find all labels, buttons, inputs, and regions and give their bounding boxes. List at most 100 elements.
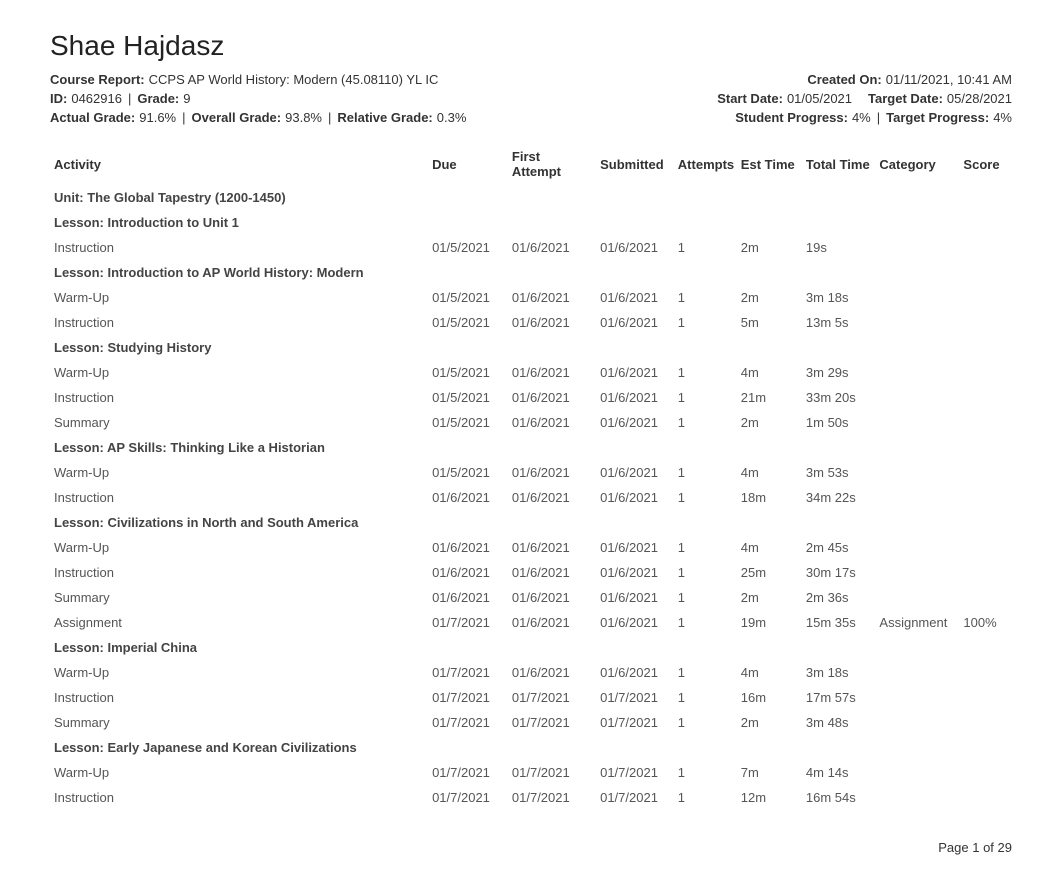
table-row: Lesson: AP Skills: Thinking Like a Histo… — [50, 435, 1012, 460]
due-cell: 01/5/2021 — [428, 385, 508, 410]
table-row: Instruction01/5/202101/6/202101/6/202112… — [50, 235, 1012, 260]
target-date-value: 05/28/2021 — [947, 91, 1012, 106]
total-time-cell: 3m 53s — [802, 460, 876, 485]
score-cell — [959, 585, 1012, 610]
category-cell — [875, 235, 959, 260]
table-row: Warm-Up01/5/202101/6/202101/6/202114m3m … — [50, 360, 1012, 385]
first-attempt-cell: 01/6/2021 — [508, 360, 596, 385]
category-cell: Assignment — [875, 610, 959, 635]
submitted-cell: 01/7/2021 — [596, 760, 674, 785]
col-submitted: Submitted — [596, 143, 674, 185]
col-score: Score — [959, 143, 1012, 185]
est-time-cell: 2m — [737, 585, 802, 610]
total-time-cell: 17m 57s — [802, 685, 876, 710]
activity-cell: Warm-Up — [50, 660, 428, 685]
target-date-label: Target Date: — [868, 91, 943, 106]
col-due: Due — [428, 143, 508, 185]
separator: | — [328, 110, 331, 125]
first-attempt-cell: 01/6/2021 — [508, 235, 596, 260]
table-row: Instruction01/7/202101/7/202101/7/202111… — [50, 685, 1012, 710]
total-time-cell: 30m 17s — [802, 560, 876, 585]
first-attempt-cell: 01/6/2021 — [508, 310, 596, 335]
due-cell: 01/6/2021 — [428, 535, 508, 560]
category-cell — [875, 360, 959, 385]
total-time-cell: 1m 50s — [802, 410, 876, 435]
page-number: Page 1 of 29 — [938, 840, 1012, 855]
table-row: Warm-Up01/5/202101/6/202101/6/202112m3m … — [50, 285, 1012, 310]
lesson-title: Lesson: Introduction to AP World History… — [50, 260, 1012, 285]
lesson-title: Lesson: Early Japanese and Korean Civili… — [50, 735, 1012, 760]
est-time-cell: 21m — [737, 385, 802, 410]
category-cell — [875, 485, 959, 510]
first-attempt-cell: 01/6/2021 — [508, 585, 596, 610]
attempts-cell: 1 — [674, 685, 737, 710]
table-row: Instruction01/5/202101/6/202101/6/202115… — [50, 310, 1012, 335]
first-attempt-cell: 01/7/2021 — [508, 760, 596, 785]
category-cell — [875, 460, 959, 485]
due-cell: 01/6/2021 — [428, 560, 508, 585]
submitted-cell: 01/6/2021 — [596, 360, 674, 385]
target-progress-value: 4% — [993, 110, 1012, 125]
activity-cell: Summary — [50, 585, 428, 610]
col-total-time: Total Time — [802, 143, 876, 185]
submitted-cell: 01/6/2021 — [596, 585, 674, 610]
score-cell — [959, 285, 1012, 310]
attempts-cell: 1 — [674, 785, 737, 810]
table-row: Lesson: Civilizations in North and South… — [50, 510, 1012, 535]
category-cell — [875, 785, 959, 810]
submitted-cell: 01/6/2021 — [596, 285, 674, 310]
score-cell — [959, 785, 1012, 810]
total-time-cell: 13m 5s — [802, 310, 876, 335]
due-cell: 01/5/2021 — [428, 460, 508, 485]
est-time-cell: 2m — [737, 235, 802, 260]
submitted-cell: 01/7/2021 — [596, 685, 674, 710]
first-attempt-cell: 01/7/2021 — [508, 685, 596, 710]
attempts-cell: 1 — [674, 560, 737, 585]
category-cell — [875, 685, 959, 710]
col-first-attempt: First Attempt — [508, 143, 596, 185]
submitted-cell: 01/6/2021 — [596, 310, 674, 335]
lesson-title: Lesson: Studying History — [50, 335, 1012, 360]
submitted-cell: 01/6/2021 — [596, 385, 674, 410]
due-cell: 01/6/2021 — [428, 485, 508, 510]
table-row: Instruction01/7/202101/7/202101/7/202111… — [50, 785, 1012, 810]
attempts-cell: 1 — [674, 660, 737, 685]
table-row: Warm-Up01/7/202101/7/202101/7/202117m4m … — [50, 760, 1012, 785]
start-date-label: Start Date: — [717, 91, 783, 106]
course-report-label: Course Report: — [50, 72, 145, 87]
est-time-cell: 18m — [737, 485, 802, 510]
activity-cell: Warm-Up — [50, 760, 428, 785]
activity-cell: Warm-Up — [50, 360, 428, 385]
first-attempt-cell: 01/6/2021 — [508, 560, 596, 585]
est-time-cell: 4m — [737, 535, 802, 560]
submitted-cell: 01/6/2021 — [596, 460, 674, 485]
category-cell — [875, 285, 959, 310]
first-attempt-cell: 01/6/2021 — [508, 385, 596, 410]
due-cell: 01/6/2021 — [428, 585, 508, 610]
first-attempt-cell: 01/7/2021 — [508, 785, 596, 810]
activity-cell: Instruction — [50, 235, 428, 260]
first-attempt-cell: 01/6/2021 — [508, 660, 596, 685]
submitted-cell: 01/6/2021 — [596, 660, 674, 685]
grade-value: 9 — [183, 91, 190, 106]
table-row: Unit: The Global Tapestry (1200-1450) — [50, 185, 1012, 210]
submitted-cell: 01/6/2021 — [596, 610, 674, 635]
attempts-cell: 1 — [674, 610, 737, 635]
score-cell — [959, 760, 1012, 785]
page-footer: Page 1 of 29 — [50, 840, 1012, 855]
table-row: Lesson: Studying History — [50, 335, 1012, 360]
student-name: Shae Hajdasz — [50, 30, 1012, 62]
category-cell — [875, 760, 959, 785]
attempts-cell: 1 — [674, 410, 737, 435]
table-header-row: Activity Due First Attempt Submitted Att… — [50, 143, 1012, 185]
relative-grade-value: 0.3% — [437, 110, 467, 125]
lesson-title: Lesson: Civilizations in North and South… — [50, 510, 1012, 535]
est-time-cell: 5m — [737, 310, 802, 335]
actual-grade-label: Actual Grade: — [50, 110, 135, 125]
student-progress-label: Student Progress: — [735, 110, 848, 125]
id-value: 0462916 — [71, 91, 122, 106]
col-attempts: Attempts — [674, 143, 737, 185]
due-cell: 01/5/2021 — [428, 235, 508, 260]
score-cell — [959, 485, 1012, 510]
due-cell: 01/7/2021 — [428, 660, 508, 685]
